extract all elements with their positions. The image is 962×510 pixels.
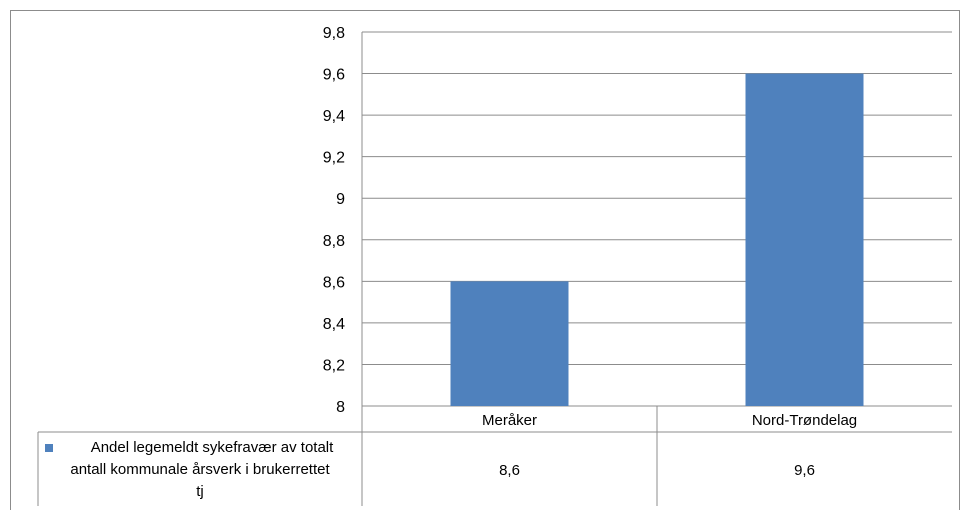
chart-frame	[10, 10, 960, 510]
legend-series-name: Andel legemeldt sykefravær av totalt anta…	[70, 439, 334, 500]
category-label: Meråker	[482, 412, 537, 429]
data-table-value: 8,6	[499, 462, 520, 479]
y-tick-label: 8,4	[323, 316, 345, 333]
legend-swatch	[45, 444, 53, 452]
bar	[450, 281, 569, 406]
y-tick-label: 8,2	[323, 357, 345, 374]
bar	[745, 73, 864, 407]
y-tick-label: 8,8	[323, 233, 345, 250]
y-tick-label: 9	[336, 191, 345, 208]
y-tick-label: 9,4	[323, 108, 345, 125]
y-tick-label: 9,6	[323, 67, 345, 84]
y-tick-label: 9,8	[323, 25, 345, 42]
y-tick-label: 8,6	[323, 274, 345, 291]
category-label: Nord-Trøndelag	[752, 412, 857, 429]
data-table-value: 9,6	[794, 462, 815, 479]
y-tick-label: 9,2	[323, 150, 345, 167]
y-tick-label: 8	[336, 399, 345, 416]
